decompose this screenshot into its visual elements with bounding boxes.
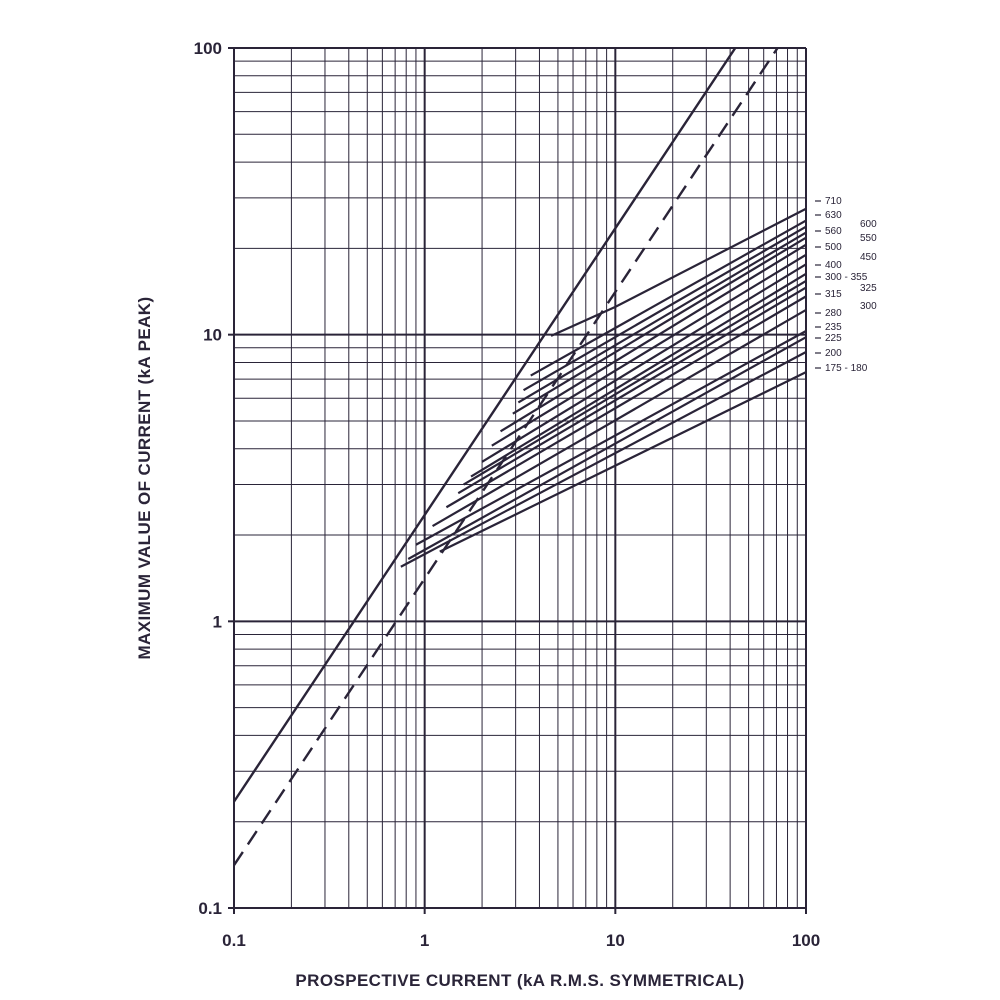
series-label: 175 - 180 (825, 363, 868, 374)
tick-labels: 0.1 1 10 100 0.1 1 10 100 (194, 39, 821, 950)
y-tick-label: 100 (194, 39, 222, 58)
series-label: 300 - 355 (825, 272, 868, 283)
series-line (481, 263, 807, 463)
series-label: 400 (825, 260, 842, 271)
series-line (517, 231, 807, 404)
series-label: 500 (825, 242, 842, 253)
series-line (407, 336, 807, 560)
x-tick-label: 10 (606, 931, 625, 950)
series-label: 325 (860, 283, 877, 294)
y-tick-label: 1 (213, 612, 222, 631)
x-tick-label: 100 (792, 931, 820, 950)
series-label: 450 (860, 252, 877, 263)
series-label: 315 (825, 289, 842, 300)
x-axis-title: PROSPECTIVE CURRENT (kA R.M.S. SYMMETRIC… (295, 971, 744, 990)
series-line (491, 253, 807, 447)
reference-line-dashed (234, 48, 779, 866)
series-label: 560 (825, 226, 842, 237)
series-line (445, 295, 807, 509)
y-axis-title: MAXIMUM VALUE OF CURRENT (kA PEAK) (135, 296, 154, 659)
series-label: 550 (860, 233, 877, 244)
series-line (512, 236, 807, 415)
series-label: 300 (860, 301, 877, 312)
y-tick-label: 0.1 (198, 899, 222, 918)
series-line (499, 243, 807, 433)
series-line (400, 351, 807, 568)
series-label: 200 (825, 348, 842, 359)
series-label: 710 (825, 196, 842, 207)
series-line (530, 219, 807, 377)
series-line (463, 279, 807, 486)
series-line (522, 225, 807, 392)
y-tick-label: 10 (203, 326, 222, 345)
series-line (457, 286, 807, 495)
x-tick-label: 1 (420, 931, 429, 950)
series-line (432, 308, 807, 527)
series-label: 225 (825, 333, 842, 344)
series-label: 630 (825, 210, 842, 221)
series-line (415, 330, 807, 546)
x-tick-label: 0.1 (222, 931, 246, 950)
series-label: 280 (825, 308, 842, 319)
series-label: 235 (825, 322, 842, 333)
reference-line-solid (234, 48, 737, 803)
series-line (439, 371, 807, 553)
reference-lines (234, 48, 779, 866)
series-lines (400, 207, 807, 568)
series-line (550, 207, 807, 337)
series-line (470, 272, 807, 478)
grid (228, 47, 807, 914)
series-label: 600 (860, 219, 877, 230)
